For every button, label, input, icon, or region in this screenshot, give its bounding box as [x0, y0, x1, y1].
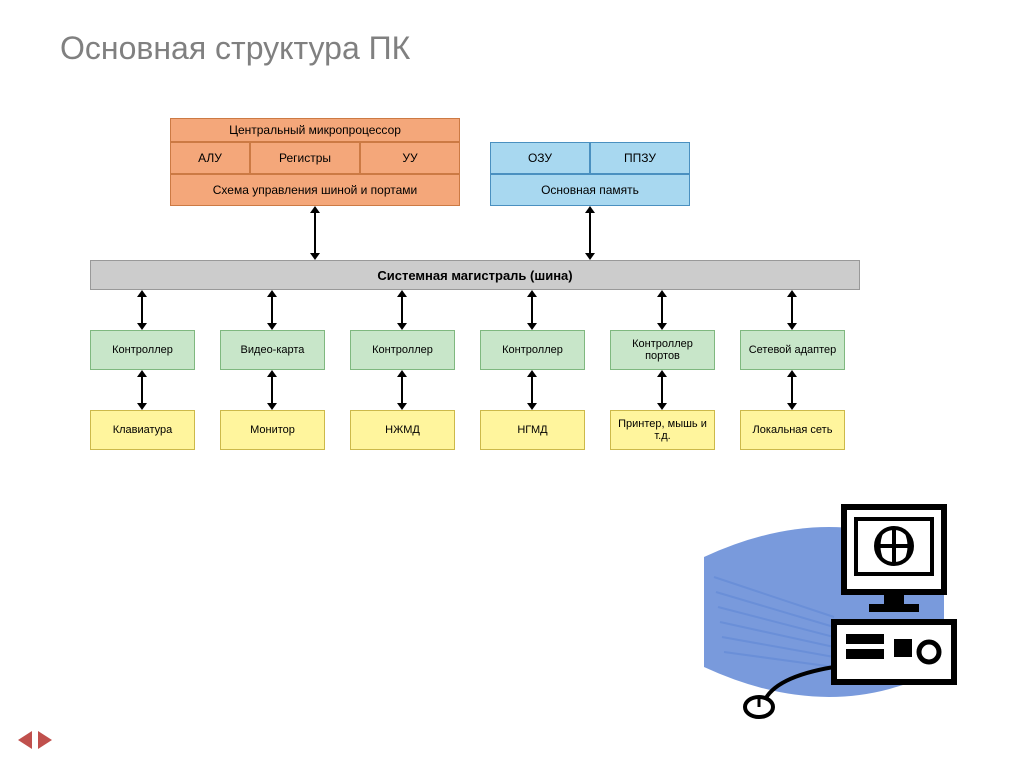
arrow-bus-ctrl-5 [661, 296, 663, 324]
next-slide-arrow[interactable] [38, 731, 52, 749]
arrow-bus-ctrl-1 [141, 296, 143, 324]
arrow-memory-bus [589, 212, 591, 254]
arrow-bus-ctrl-3 [401, 296, 403, 324]
cpu-bus-control-block: Схема управления шиной и портами [170, 174, 460, 206]
memory-ram-block: ОЗУ [490, 142, 590, 174]
controller-block-3: Контроллер [350, 330, 455, 370]
device-block-6: Локальная сеть [740, 410, 845, 450]
arrow-ctrl-dev-3 [401, 376, 403, 404]
controller-block-4: Контроллер [480, 330, 585, 370]
cpu-alu-block: АЛУ [170, 142, 250, 174]
controller-block-1: Контроллер [90, 330, 195, 370]
pc-structure-diagram: Центральный микропроцессор АЛУ Регистры … [90, 110, 890, 490]
arrow-bus-ctrl-2 [271, 296, 273, 324]
device-block-1: Клавиатура [90, 410, 195, 450]
system-bus-block: Системная магистраль (шина) [90, 260, 860, 290]
cpu-cu-block: УУ [360, 142, 460, 174]
prev-slide-arrow[interactable] [18, 731, 32, 749]
cpu-registers-block: Регистры [250, 142, 360, 174]
memory-main-block: Основная память [490, 174, 690, 206]
arrow-ctrl-dev-5 [661, 376, 663, 404]
arrow-ctrl-dev-2 [271, 376, 273, 404]
device-block-5: Принтер, мышь и т.д. [610, 410, 715, 450]
computer-clipart [694, 467, 974, 727]
cpu-header-block: Центральный микропроцессор [170, 118, 460, 142]
arrow-ctrl-dev-6 [791, 376, 793, 404]
slide-title: Основная структура ПК [60, 30, 410, 67]
device-block-3: НЖМД [350, 410, 455, 450]
device-block-4: НГМД [480, 410, 585, 450]
arrow-cpu-bus [314, 212, 316, 254]
arrow-bus-ctrl-4 [531, 296, 533, 324]
slide-nav [18, 731, 52, 749]
arrow-ctrl-dev-1 [141, 376, 143, 404]
memory-rom-block: ППЗУ [590, 142, 690, 174]
controller-block-5: Контроллер портов [610, 330, 715, 370]
arrow-bus-ctrl-6 [791, 296, 793, 324]
arrow-ctrl-dev-4 [531, 376, 533, 404]
controller-block-2: Видео-карта [220, 330, 325, 370]
device-block-2: Монитор [220, 410, 325, 450]
controller-block-6: Сетевой адаптер [740, 330, 845, 370]
